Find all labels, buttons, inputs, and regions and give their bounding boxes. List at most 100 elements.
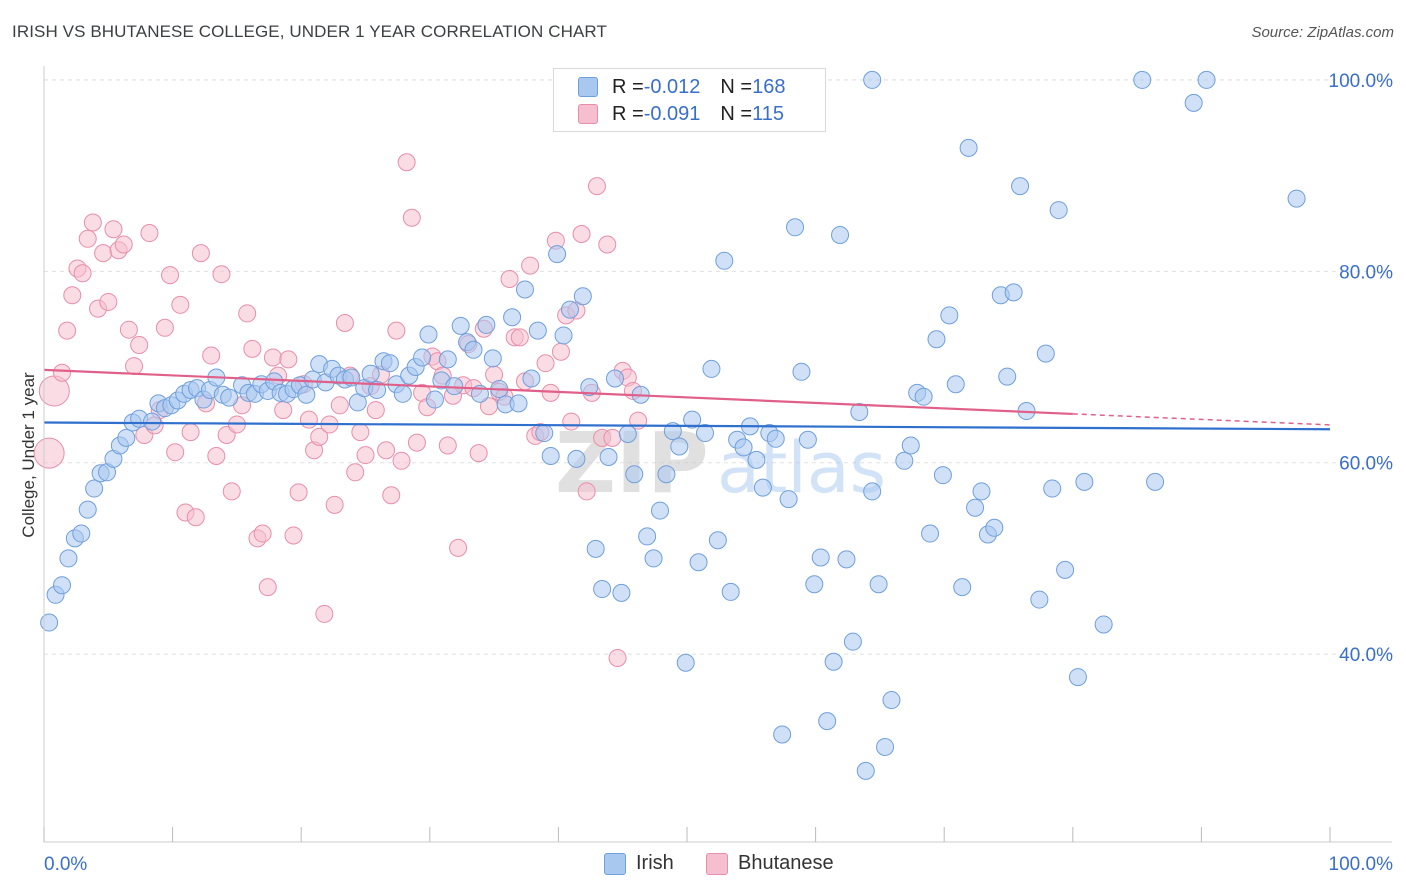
irish-point <box>220 388 239 407</box>
bhutanese-point <box>598 235 617 254</box>
irish-point <box>85 479 104 498</box>
chart-source: Source: ZipAtlas.com <box>1251 24 1394 41</box>
irish-point <box>515 280 534 299</box>
x-tick-label-max: 100.0% <box>1329 854 1394 875</box>
irish-point <box>535 424 554 443</box>
legend-item-bhutanese: Bhutanese <box>706 852 834 875</box>
irish-point <box>1146 472 1165 491</box>
bhutanese-point <box>104 220 123 239</box>
bhutanese-point <box>407 433 426 452</box>
irish-point <box>541 447 560 466</box>
bhutanese-point <box>562 412 581 431</box>
irish-point <box>946 375 965 394</box>
irish-point <box>696 424 715 443</box>
irish-point <box>522 369 541 388</box>
irish-point <box>413 348 432 367</box>
bhutanese-point <box>73 264 92 283</box>
irish-point <box>361 364 380 383</box>
irish-point <box>792 362 811 381</box>
irish-point <box>1043 479 1062 498</box>
irish-point <box>117 428 136 447</box>
irish-point <box>876 737 895 756</box>
irish-point <box>438 350 457 369</box>
bhutanese-point <box>330 396 349 415</box>
irish-point <box>625 465 644 484</box>
irish-point <box>715 251 734 270</box>
irish-point <box>708 531 727 550</box>
irish-point <box>721 582 740 601</box>
irish-point <box>966 498 985 517</box>
bhutanese-n-label: N = <box>720 102 753 125</box>
irish-point <box>650 501 669 520</box>
irish-point <box>786 218 805 237</box>
bhutanese-point <box>397 153 416 172</box>
y-tick-label: 100.0% <box>1329 71 1394 92</box>
irish-point <box>1287 189 1306 208</box>
bhutanese-point <box>212 265 231 284</box>
irish-point <box>798 430 817 449</box>
bhutanese-point <box>577 482 596 501</box>
irish-point <box>972 482 991 501</box>
irish-point <box>368 380 387 399</box>
bhutanese-point <box>186 508 205 527</box>
irish-point <box>593 580 612 599</box>
irish-point <box>1094 615 1113 634</box>
bhutanese-swatch <box>578 104 598 124</box>
irish-point <box>773 725 792 744</box>
irish-point <box>560 300 579 319</box>
bhutanese-point <box>263 348 282 367</box>
bhutanese-point <box>402 208 421 227</box>
irish-point <box>901 436 920 455</box>
irish-point <box>811 548 830 567</box>
bhutanese-point <box>78 229 97 248</box>
irish-point <box>1049 201 1068 220</box>
irish-point <box>599 447 618 466</box>
bhutanese-point <box>83 213 102 232</box>
bhutanese-r-label: R = <box>612 102 644 125</box>
irish-n-label: N = <box>720 75 753 98</box>
bhutanese-n-value: 115 <box>752 102 784 125</box>
irish-point <box>921 524 940 543</box>
irish-point <box>573 287 592 306</box>
irish-point <box>747 450 766 469</box>
bhutanese-point <box>521 256 540 275</box>
irish-point <box>895 451 914 470</box>
irish-point <box>1075 472 1094 491</box>
irish-point <box>586 539 605 558</box>
irish-point <box>805 575 824 594</box>
irish-point <box>425 390 444 409</box>
irish-point <box>933 466 952 485</box>
bhutanese-point <box>284 526 303 545</box>
legend-bhutanese-label: Bhutanese <box>738 852 834 874</box>
bhutanese-point <box>356 446 375 465</box>
irish-point <box>850 403 869 422</box>
irish-point <box>676 653 695 672</box>
irish-point <box>766 429 785 448</box>
bhutanese-trend-line <box>43 368 1073 416</box>
y-axis-label: College, Under 1 year <box>19 372 38 538</box>
irish-point <box>1068 668 1087 687</box>
irish-point <box>40 613 59 632</box>
irish-point <box>863 482 882 501</box>
irish-point <box>837 550 856 569</box>
bhutanese-point <box>310 427 329 446</box>
irish-point <box>1036 344 1055 363</box>
bhutanese-point <box>58 321 77 340</box>
irish-point <box>380 354 399 373</box>
bhutanese-point <box>315 604 334 623</box>
bhutanese-point <box>366 401 385 420</box>
irish-point <box>863 70 882 89</box>
irish-n-value: 168 <box>752 75 786 98</box>
bhutanese-point <box>469 444 488 463</box>
bhutanese-point <box>351 423 370 442</box>
irish-point <box>734 438 753 457</box>
irish-point <box>548 245 567 264</box>
bhutanese-point <box>500 269 519 288</box>
bhutanese-point <box>382 486 401 505</box>
bhutanese-point <box>572 224 591 243</box>
irish-point <box>503 308 522 327</box>
bhutanese-point <box>243 339 262 358</box>
irish-point <box>953 578 972 597</box>
bhutanese-point <box>63 286 82 305</box>
irish-point <box>638 527 657 546</box>
